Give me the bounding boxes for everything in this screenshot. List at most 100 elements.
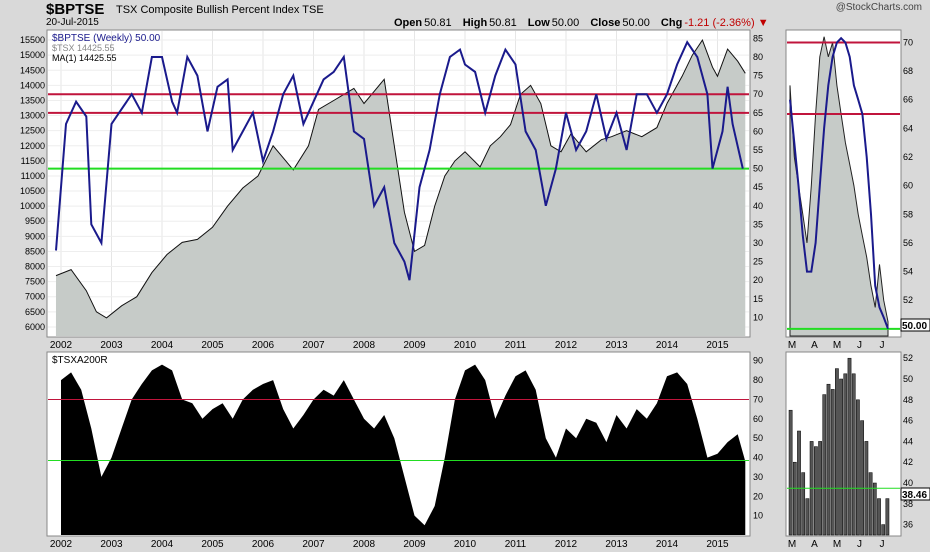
main-left-tick: 13500 [20,95,45,105]
main-left-tick: 11500 [21,156,45,166]
mini-bottom-x-tick: J [880,539,885,550]
lower-x-tick: 2007 [302,539,325,550]
mini-bar [814,446,818,536]
date-label: 20-Jul-2015 [46,17,99,28]
mini-top-right-tick: 62 [903,152,913,162]
main-x-tick: 2013 [605,340,628,351]
main-left-tick: 7500 [25,277,45,287]
main-left-tick: 15500 [20,35,45,45]
mini-bottom-right-tick: 48 [903,395,913,405]
main-x-tick: 2012 [555,340,578,351]
lower-x-tick: 2014 [656,539,679,550]
mini-top-right-tick: 58 [903,209,913,219]
main-x-tick: 2015 [706,340,729,351]
main-left-tick: 6500 [25,307,45,317]
mini-bottom-right-tick: 46 [903,416,913,426]
lower-right-tick: 60 [753,414,763,424]
main-left-tick: 11000 [21,171,45,181]
mini-bar [835,368,839,536]
main-left-tick: 8000 [25,262,45,272]
mini-top-x-tick: J [880,340,885,351]
main-x-tick: 2011 [505,340,527,351]
lower-x-tick: 2002 [50,539,73,550]
mini-top-tag-box [900,318,930,332]
mini-bar [856,399,860,536]
main-left-tick: 9000 [25,231,45,241]
main-left-tick: 10000 [20,201,45,211]
lower-right-tick: 20 [753,491,763,501]
stockcharts-watermark: @StockCharts.com [835,2,922,13]
mini-bottom-x-tick: J [857,539,862,550]
mini-bar [881,524,886,536]
main-right-tick: 50 [753,164,763,174]
mini-top-x-tick: M [788,340,796,351]
main-x-tick: 2009 [403,340,426,351]
main-right-tick: 75 [753,71,763,81]
mini-top-right-tick: 64 [903,123,913,133]
main-right-tick: 30 [753,238,763,248]
mini-bottom-x-tick: M [833,539,841,550]
lower-x-tick: 2013 [605,539,628,550]
mini-bottom-right-tick: 36 [903,520,913,530]
lower-x-tick: 2006 [252,539,275,550]
mini-bar [851,373,856,536]
mini-bar [843,373,848,536]
lower-right-tick: 10 [753,511,763,521]
main-left-tick: 14000 [20,80,45,90]
main-left-tick: 12000 [20,141,45,151]
main-left-tick: 15000 [20,50,45,60]
main-x-tick: 2005 [201,340,224,351]
lower-x-tick: 2011 [505,539,527,550]
mini-top-right-tick: 56 [903,238,913,248]
title-label: TSX Composite Bullish Percent Index TSE [116,4,324,16]
main-x-tick: 2008 [353,340,376,351]
bp-line [55,40,744,281]
mini-top-right-tick: 66 [903,95,913,105]
main-left-tick: 9500 [25,216,45,226]
lower-x-tick: 2003 [100,539,123,550]
mini-bar [885,498,890,536]
mini-bar [801,472,806,536]
lower-right-tick: 70 [753,394,763,404]
lower-x-tick: 2009 [403,539,426,550]
lower-x-tick: 2008 [353,539,376,550]
main-x-tick: 2003 [100,340,123,351]
main-left-tick: 7000 [25,292,45,302]
mini-bar [788,409,793,536]
mini-top-x-tick: J [857,340,862,351]
mini-bar [792,461,797,536]
main-right-tick: 15 [753,294,763,304]
symbol-label: $BPTSE [46,1,105,18]
main-right-tick: 10 [753,312,763,322]
chart-header: $BPTSE TSX Composite Bullish Percent Ind… [0,0,930,30]
lower-right-tick: 50 [753,433,763,443]
lower-x-tick: 2004 [151,539,174,550]
ma-line [55,39,746,319]
lower-right-tick: 80 [753,375,763,385]
mini-bottom-tag-box [900,487,930,501]
tsxa200r-area [61,364,746,535]
main-x-tick: 2014 [656,340,679,351]
mini-bottom-right-tick: 50 [903,374,913,384]
mini-top-x-tick: M [833,340,841,351]
mini-top-right-tick: 60 [903,181,913,191]
lower-x-tick: 2012 [555,539,578,550]
legend-ma: MA(1) 14425.55 [52,53,117,63]
lower-x-tick: 2015 [706,539,729,550]
mini-bar [797,430,801,536]
lower-x-tick: 2005 [201,539,224,550]
mini-bottom-x-tick: A [811,539,818,550]
main-right-tick: 45 [753,182,763,192]
lower-x-tick: 2010 [454,539,477,550]
legend-tsx: $TSX 14425.55 [52,43,115,53]
mini-bar [868,472,873,536]
mini-bottom-right-tick: 40 [903,478,913,488]
main-left-tick: 10500 [20,186,45,196]
main-right-tick: 20 [753,275,763,285]
main-right-tick: 60 [753,126,763,136]
lower-panel-label: $TSXA200R [52,355,108,366]
mini-bar [822,394,827,536]
main-x-tick: 2006 [252,340,275,351]
